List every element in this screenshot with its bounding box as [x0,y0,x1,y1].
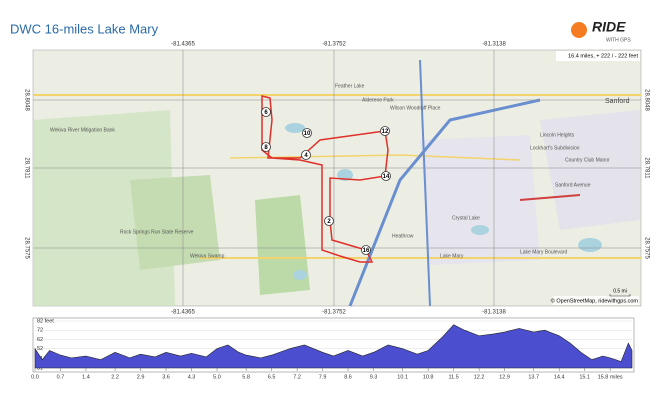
y-tick-label: 62 [37,337,43,343]
place: Wilson Woodruff Place [390,105,441,111]
x-tick-label: 3.6 [162,374,170,380]
x-tick-label: 12.2 [474,374,485,380]
marker-circle [381,171,391,181]
x-tick-label: 5.0 [213,374,221,380]
route-marker: 16 [361,245,371,255]
place: Country Club Manor [565,157,610,163]
x-tick-label: 4.3 [188,374,196,380]
route-marker: 12 [380,126,390,136]
x-tick-label: 7.9 [319,374,327,380]
lat-label: 28.8048 [643,89,649,111]
lon-label: -81.3138 [482,42,506,48]
marker-circle [361,245,371,255]
lon-label: -81.3752 [322,310,346,316]
x-tick-label: 9.3 [370,374,378,380]
marker-label: 10 [304,131,311,137]
marker-label: 16 [363,248,370,254]
x-tick-label: 15.1 [579,374,590,380]
place: Lockhart's Subdivision [530,145,580,151]
lat-label: 28.7811 [23,157,29,179]
x-tick-label: 5.8 [242,374,250,380]
place: Rock Springs Run State Reserve [120,229,194,235]
elevation-area [34,324,633,369]
x-tick-label: 0.7 [57,374,65,380]
y-tick-label: 72 [37,328,43,334]
attribution: © OpenStreetMap, ridewithgps.com [551,297,639,304]
lon-label: -81.4365 [171,42,195,48]
logo-text: RIDE [592,19,626,35]
place: Sanford Avenue [555,182,591,188]
y-tick-label: 52 [37,346,43,352]
lat-label: 28.8048 [23,89,29,111]
place: Lake Mary Boulevard [520,249,567,255]
x-tick-label: 14.4 [554,374,565,380]
y-tick-label: 31 [37,365,43,371]
marker-circle [324,216,334,226]
route-marker: 8 [261,142,271,152]
marker-label: 6 [264,110,268,116]
route-marker: 6 [261,107,271,117]
lon-label: -81.3138 [482,310,506,316]
x-tick-label: 15.8 miles [598,374,623,380]
x-tick-label: 0.0 [31,374,39,380]
route-marker: 14 [381,171,391,181]
x-tick-label: 2.9 [137,374,145,380]
marker-circle [261,107,271,117]
place: Wekiva Swamp [190,253,225,259]
marker-circle [301,150,311,160]
lat-label: 28.7811 [643,157,649,179]
x-tick-label: 7.2 [293,374,301,380]
x-tick-label: 11.5 [448,374,458,380]
lon-label: -81.4365 [171,310,195,316]
title: DWC 16-miles Lake Mary [10,21,159,36]
marker-label: 14 [383,174,390,180]
y-tick-label: 82 feet [37,318,54,324]
place: Wekiva River Mitigation Bank [50,127,115,133]
marker-label: 12 [382,129,389,135]
lat-label: 28.7575 [23,237,29,259]
lon-label: -81.3752 [322,42,346,48]
place: Crystal Lake [452,215,480,221]
place: Heathrow [392,233,414,239]
logo: RIDE WITH GPS [571,19,631,43]
logo-sub: WITH GPS [606,37,631,43]
route-marker: 4 [301,150,311,160]
marker-circle [302,128,312,138]
route-stats: 16.4 miles, + 222 / - 222 feet [568,53,638,59]
elevation-chart: 82 feet72625241310.00.71.42.22.93.64.35.… [31,317,635,380]
marker-label: 4 [304,153,308,159]
x-tick-label: 2.2 [111,374,119,380]
x-tick-label: 13.7 [528,374,539,380]
place: Alderene Park [362,97,394,103]
scale-label: 0.5 mi [613,288,627,294]
place: Sanford [605,98,630,105]
marker-label: 8 [264,145,268,151]
lat-label: 28.7575 [643,237,649,259]
x-tick-label: 1.4 [82,374,90,380]
x-tick-label: 10.8 [423,374,434,380]
marker-label: 2 [327,219,331,225]
route-marker: 10 [302,128,312,138]
marker-circle [380,126,390,136]
x-tick-label: 10.1 [397,374,408,380]
place: Lake Mary [440,253,464,259]
place: Feather Lake [335,83,365,89]
x-tick-label: 12.9 [499,374,510,380]
marker-circle [261,142,271,152]
x-tick-label: 6.5 [268,374,276,380]
place: Lincoln Heights [540,132,575,138]
route-marker: 2 [324,216,334,226]
map: -81.4365 -81.3752 -81.3138 -81.4365 -81.… [23,42,649,316]
x-tick-label: 8.6 [344,374,352,380]
